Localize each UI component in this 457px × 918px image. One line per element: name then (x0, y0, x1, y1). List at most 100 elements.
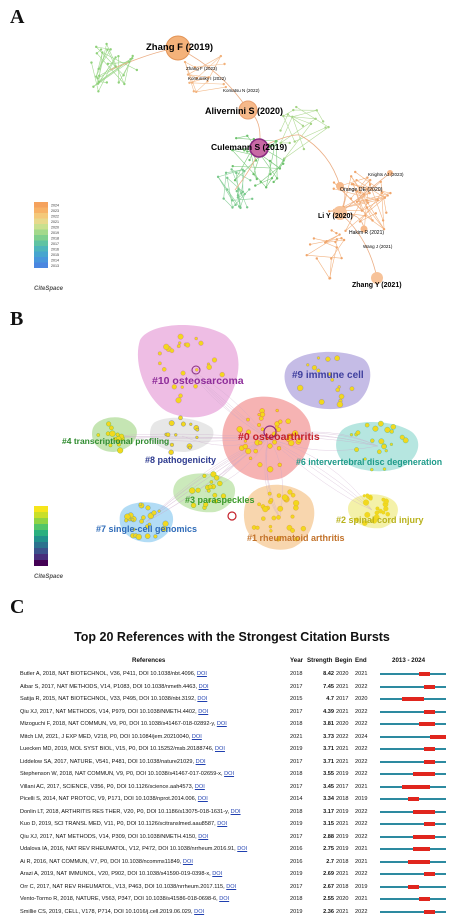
burst-timeline (380, 823, 446, 825)
cluster-node (141, 515, 145, 519)
reference-citation: Butler A, 2018, NAT BIOTECHNOL, V36, P41… (20, 671, 195, 677)
doi-link[interactable]: DOI (197, 671, 207, 677)
doi-link[interactable]: DOI (198, 709, 208, 715)
doi-link[interactable]: DOI (194, 909, 204, 915)
doi-link[interactable]: DOI (231, 809, 241, 815)
network-node (100, 48, 102, 50)
doi-link[interactable]: DOI (198, 834, 208, 840)
row-end: 2021 (355, 784, 367, 790)
legend-swatch (34, 542, 48, 548)
network-edge (236, 136, 247, 138)
doi-link[interactable]: DOI (212, 871, 222, 877)
row-end: 2022 (355, 909, 367, 915)
cluster-node (124, 519, 128, 523)
doi-link[interactable]: DOI (215, 746, 225, 752)
cluster-label-paraspeckles: #3 paraspeckles (185, 495, 255, 505)
network-node (333, 181, 335, 183)
doi-link[interactable]: DOI (237, 846, 247, 852)
network-node (338, 233, 340, 235)
doi-link[interactable]: DOI (196, 759, 206, 765)
cluster-node (278, 420, 282, 424)
cluster-node (291, 515, 295, 519)
row-year: 2018 (290, 896, 302, 902)
network-node (309, 243, 311, 245)
burst-bar (413, 835, 435, 839)
row-strength: 4.39 (316, 709, 334, 715)
cluster-node (181, 422, 186, 427)
row-strength: 8.42 (316, 671, 334, 677)
legend-year-label: 2013 (51, 264, 59, 268)
doi-link[interactable]: DOI (226, 884, 236, 890)
doi-link[interactable]: DOI (219, 896, 229, 902)
cluster-node (288, 490, 293, 495)
legend-swatch (34, 246, 48, 252)
doi-link[interactable]: DOI (217, 721, 227, 727)
burst-timeline (380, 698, 446, 700)
network-node (302, 125, 304, 127)
cluster-node (245, 448, 251, 454)
burst-row: Vento-Tormo R, 2018, NATURE, V563, P347,… (14, 894, 450, 905)
burst-bar (413, 772, 435, 776)
cluster-node (195, 337, 198, 340)
network-node (234, 179, 236, 181)
network-node (249, 179, 251, 181)
doi-link[interactable]: DOI (198, 796, 208, 802)
network-node (265, 186, 267, 188)
network-node (314, 118, 316, 120)
cluster-node (293, 500, 299, 506)
doi-link[interactable]: DOI (199, 684, 209, 690)
cluster-node (163, 344, 169, 350)
doi-link[interactable]: DOI (183, 859, 193, 865)
row-end: 2022 (355, 809, 367, 815)
panel-a-citation-network: Zhang F (2019) Zhang F (2023) Korsunsky … (0, 0, 457, 300)
row-strength: 3.34 (316, 796, 334, 802)
doi-link[interactable]: DOI (195, 784, 205, 790)
burst-bar (413, 847, 430, 851)
cluster-node (370, 439, 374, 443)
cluster-node (350, 387, 354, 391)
cluster-node (256, 526, 260, 530)
cluster-node (196, 428, 199, 431)
burst-row: Mizoguchi F, 2018, NAT COMMUN, V9, P0, D… (14, 719, 450, 730)
doi-link[interactable]: DOI (224, 771, 234, 777)
network-node (255, 159, 257, 161)
network-node (237, 196, 239, 198)
legend-swatch (34, 524, 48, 530)
network-node (344, 230, 346, 232)
network-node (363, 193, 365, 195)
network-node (244, 193, 246, 195)
cluster-node (354, 447, 358, 451)
burst-row: Luecken MD, 2019, MOL SYST BIOL, V15, P0… (14, 744, 450, 755)
doi-link[interactable]: DOI (197, 696, 207, 702)
reference-text: Picelli S, 2014, NAT PROTOC, V9, P171, D… (20, 796, 275, 802)
cluster-node (170, 443, 174, 447)
row-strength: 3.73 (316, 734, 334, 740)
cluster-node (278, 506, 283, 511)
row-year: 2018 (290, 671, 302, 677)
row-end: 2021 (355, 671, 367, 677)
network-link (300, 135, 340, 186)
network-node (96, 77, 98, 79)
row-year: 2014 (290, 796, 302, 802)
cluster-node (260, 412, 265, 417)
network-node (330, 229, 332, 231)
reference-citation: Arazi A, 2019, NAT IMMUNOL, V20, P902, D… (20, 871, 211, 877)
cluster-label-intervertebral: #6 intervertebral disc degeneration (296, 457, 442, 467)
cluster-node (254, 449, 258, 453)
cluster-node (301, 526, 306, 531)
burst-timeline (380, 736, 446, 738)
network-node (354, 171, 356, 173)
row-strength: 2.88 (316, 834, 334, 840)
hub-node-rheumatoid[interactable] (228, 512, 236, 520)
burst-bar (424, 872, 435, 876)
cluster-node (196, 488, 201, 493)
burst-row: Qiu XJ, 2017, NAT METHODS, V14, P309, DO… (14, 832, 450, 843)
doi-link[interactable]: DOI (217, 821, 227, 827)
doi-link[interactable]: DOI (192, 734, 202, 740)
network-node (382, 219, 384, 221)
network-edge (281, 114, 288, 130)
cluster-node (117, 448, 123, 454)
reference-text: Stephenson W, 2018, NAT COMMUN, V9, P0, … (20, 771, 275, 777)
cluster-node (212, 358, 217, 363)
reference-citation: Donlin LT, 2018, ARTHRITIS RES THER, V20… (20, 809, 229, 815)
